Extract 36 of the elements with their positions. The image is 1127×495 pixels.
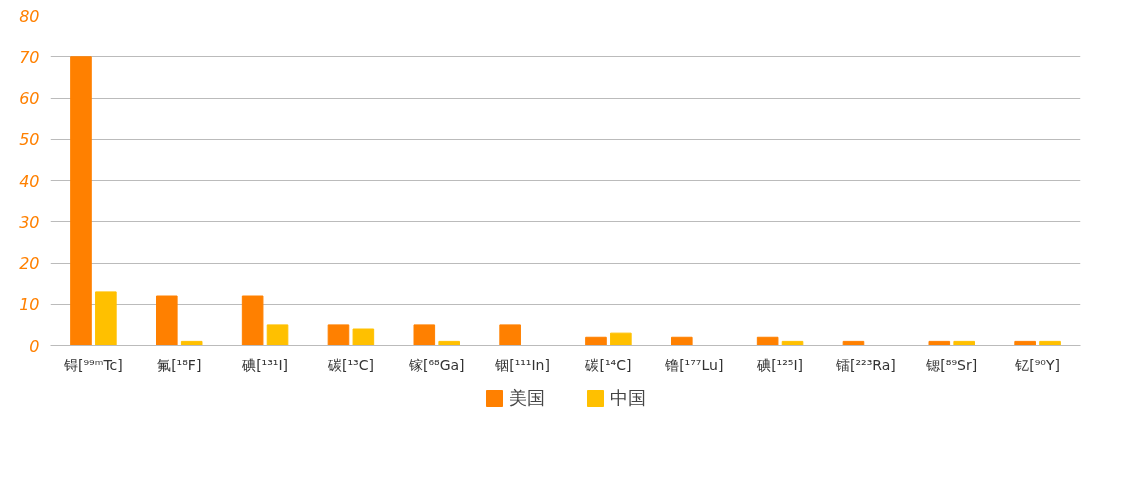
bar xyxy=(585,336,607,346)
bar xyxy=(327,324,350,346)
y-tick-label: 20 xyxy=(19,254,40,273)
x-tick-label: 锝[⁹⁹ᵐTc] xyxy=(63,356,123,373)
bar xyxy=(671,336,693,346)
y-tick-label: 10 xyxy=(19,295,40,315)
bar xyxy=(610,332,632,346)
x-tick-label: 镓[⁶⁸Ga] xyxy=(407,356,465,373)
bar xyxy=(352,328,375,346)
bar xyxy=(756,336,779,346)
bar xyxy=(156,295,178,346)
x-tick-label: 镭[²²³Ra] xyxy=(835,356,896,373)
bar xyxy=(266,324,289,346)
x-tick-label: 锶[⁸⁹Sr] xyxy=(925,356,978,373)
legend-label: 美国 xyxy=(509,385,545,410)
bar xyxy=(413,324,436,346)
y-tick-label: 70 xyxy=(19,47,40,67)
bar xyxy=(241,295,264,346)
y-tick-label: 40 xyxy=(19,171,40,191)
legend-label: 中国 xyxy=(610,385,646,410)
x-tick-label: 碳[¹⁴C] xyxy=(584,356,632,373)
x-tick-label: 碘[¹²⁵I] xyxy=(756,356,804,373)
x-tick-label: 碘[¹³¹I] xyxy=(241,356,289,373)
x-tick-label: 铟[¹¹¹In] xyxy=(494,356,550,373)
y-tick-label: 80 xyxy=(19,6,40,26)
x-tick-label: 氟[¹⁸F] xyxy=(157,356,202,373)
x-tick-label: 镥[¹⁷⁷Lu] xyxy=(664,356,724,373)
bar xyxy=(95,291,117,346)
y-tick-label: 50 xyxy=(19,130,40,150)
x-tick-label: 钇[⁹⁰Y] xyxy=(1014,356,1060,373)
x-tick-label: 碳[¹³C] xyxy=(326,356,374,373)
bar xyxy=(70,56,92,346)
bar xyxy=(499,324,521,346)
y-tick-label: 0 xyxy=(29,336,40,356)
y-tick-label: 30 xyxy=(19,212,40,232)
y-tick-label: 60 xyxy=(19,89,40,108)
